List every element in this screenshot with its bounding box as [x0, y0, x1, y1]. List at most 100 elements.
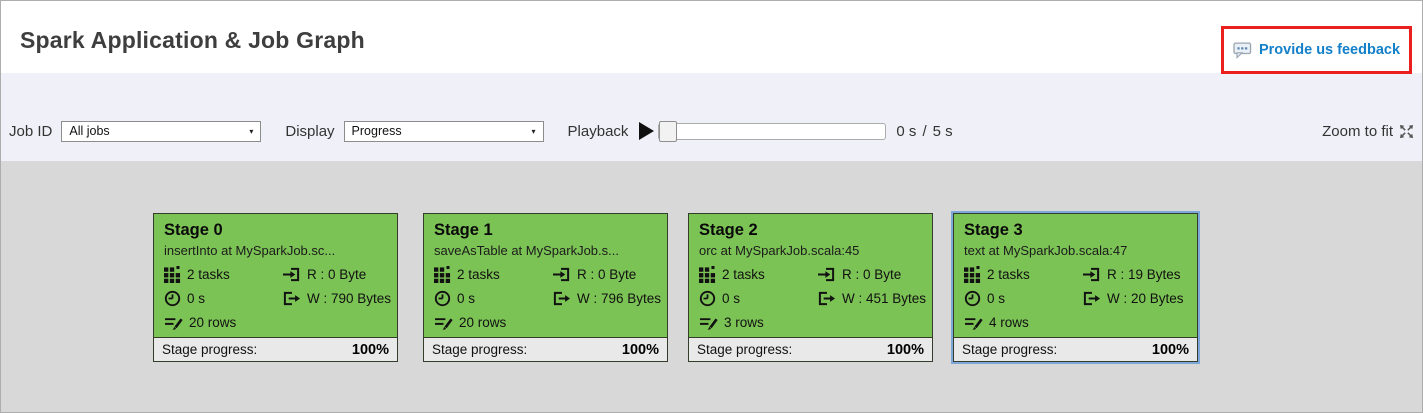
stage-read-value: R : 0 Byte	[307, 267, 367, 282]
job-id-select[interactable]: All jobs ▾	[61, 120, 262, 142]
stage-tasks: 2 tasks	[699, 266, 817, 283]
stage-time: 0 s	[164, 290, 282, 307]
stage-subtitle: orc at MySparkJob.scala:45	[699, 243, 860, 258]
zoom-to-fit-button[interactable]: Zoom to fit	[1322, 123, 1416, 140]
read-input-icon	[282, 266, 301, 283]
stage-write-value: W : 451 Bytes	[842, 291, 927, 306]
read-input-icon	[1082, 266, 1101, 283]
playback-time: 0 s / 5 s	[896, 123, 952, 140]
stage-time-value: 0 s	[987, 291, 1006, 306]
tasks-grid-icon	[434, 266, 451, 283]
stage-rows: 3 rows	[699, 314, 817, 330]
toolbar: Job ID All jobs ▾ Display Progress ▾ Pla…	[1, 73, 1422, 161]
stage-progress-label: Stage progress:	[432, 342, 528, 357]
display-label: Display	[285, 122, 335, 140]
stage-progress-label: Stage progress:	[962, 342, 1058, 357]
stage-progress-strip: Stage progress: 100%	[689, 337, 932, 361]
stage-progress-strip: Stage progress: 100%	[154, 337, 397, 361]
stage-progress-label: Stage progress:	[697, 342, 793, 357]
stage-tasks: 2 tasks	[434, 266, 552, 283]
stage-rows-value: 4 rows	[989, 314, 1029, 330]
stage-tasks-value: 2 tasks	[987, 267, 1030, 282]
stage-write: W : 20 Bytes	[1082, 290, 1187, 307]
clock-icon	[699, 290, 716, 307]
feedback-link[interactable]: Provide us feedback	[1258, 42, 1401, 58]
stage-rows: 20 rows	[164, 314, 282, 330]
stage-details: 2 tasks R : 0 Byte 0 s W : 796 Bytes 20 …	[434, 266, 661, 330]
tasks-grid-icon	[699, 266, 716, 283]
stage-card[interactable]: Stage 2 orc at MySparkJob.scala:45 2 tas…	[688, 213, 933, 362]
stage-card[interactable]: Stage 1 saveAsTable at MySparkJob.s... 2…	[423, 213, 668, 362]
expand-icon	[1399, 124, 1414, 139]
stage-details: 2 tasks R : 19 Bytes 0 s W : 20 Bytes 4 …	[964, 266, 1187, 330]
clock-icon	[164, 290, 181, 307]
stage-tasks-value: 2 tasks	[457, 267, 500, 282]
playback-time-total: 5 s	[932, 122, 953, 140]
stage-rows-value: 20 rows	[189, 314, 237, 330]
clock-icon	[434, 290, 451, 307]
read-input-icon	[552, 266, 571, 283]
stage-subtitle: saveAsTable at MySparkJob.s...	[434, 243, 619, 258]
job-id-label: Job ID	[9, 122, 53, 140]
stage-write: W : 796 Bytes	[552, 290, 661, 307]
stage-write: W : 790 Bytes	[282, 290, 391, 307]
write-output-icon	[817, 290, 836, 307]
stage-read-value: R : 19 Bytes	[1107, 267, 1181, 282]
playback-slider-thumb[interactable]	[659, 120, 678, 142]
chevron-down-icon: ▾	[249, 126, 254, 136]
stage-time: 0 s	[434, 290, 552, 307]
stage-details: 2 tasks R : 0 Byte 0 s W : 451 Bytes 3 r…	[699, 266, 926, 330]
write-output-icon	[1082, 290, 1101, 307]
stage-write-value: W : 790 Bytes	[307, 291, 392, 306]
play-button[interactable]	[639, 122, 655, 140]
stage-progress-strip: Stage progress: 100%	[954, 337, 1197, 361]
rows-pencil-icon	[434, 314, 453, 330]
stage-rows: 20 rows	[434, 314, 552, 330]
tasks-grid-icon	[164, 266, 181, 283]
title-bar: Spark Application & Job Graph Provide us…	[1, 1, 1422, 74]
zoom-to-fit-label: Zoom to fit	[1322, 122, 1393, 140]
stage-write: W : 451 Bytes	[817, 290, 926, 307]
stage-tasks: 2 tasks	[964, 266, 1082, 283]
stage-progress-strip: Stage progress: 100%	[424, 337, 667, 361]
stage-title: Stage 2	[699, 221, 758, 239]
job-id-selected-value: All jobs	[69, 124, 110, 138]
stage-body: Stage 1 saveAsTable at MySparkJob.s... 2…	[424, 214, 667, 337]
stage-progress-value: 100%	[1151, 341, 1189, 358]
playback-time-current: 0 s	[896, 122, 917, 140]
read-input-icon	[817, 266, 836, 283]
stage-read: R : 19 Bytes	[1082, 266, 1187, 283]
stage-progress-label: Stage progress:	[162, 342, 258, 357]
stage-rows-value: 20 rows	[459, 314, 507, 330]
stage-time-value: 0 s	[457, 291, 476, 306]
display-select[interactable]: Progress ▾	[343, 120, 544, 142]
comment-icon	[1233, 42, 1252, 59]
job-graph-canvas[interactable]: Stage 0 insertInto at MySparkJob.sc... 2…	[1, 161, 1422, 412]
stage-read-value: R : 0 Byte	[577, 267, 637, 282]
playback-time-separator: /	[922, 122, 927, 140]
stage-body: Stage 3 text at MySparkJob.scala:47 2 ta…	[954, 214, 1197, 337]
stage-write-value: W : 20 Bytes	[1107, 291, 1184, 306]
stage-tasks: 2 tasks	[164, 266, 282, 283]
stage-tasks-value: 2 tasks	[187, 267, 230, 282]
stage-time-value: 0 s	[187, 291, 206, 306]
stage-body: Stage 2 orc at MySparkJob.scala:45 2 tas…	[689, 214, 932, 337]
rows-pencil-icon	[699, 314, 718, 330]
stage-progress-value: 100%	[886, 341, 924, 358]
stage-card[interactable]: Stage 0 insertInto at MySparkJob.sc... 2…	[153, 213, 398, 362]
playback-label: Playback	[567, 122, 629, 140]
stage-time: 0 s	[964, 290, 1082, 307]
display-selected-value: Progress	[351, 124, 402, 138]
stage-card[interactable]: Stage 3 text at MySparkJob.scala:47 2 ta…	[953, 213, 1198, 362]
stage-details: 2 tasks R : 0 Byte 0 s W : 790 Bytes 20 …	[164, 266, 391, 330]
tasks-grid-icon	[964, 266, 981, 283]
stage-body: Stage 0 insertInto at MySparkJob.sc... 2…	[154, 214, 397, 337]
stage-title: Stage 3	[964, 221, 1023, 239]
stage-title: Stage 1	[434, 221, 493, 239]
stage-title: Stage 0	[164, 221, 223, 239]
feedback-highlight-box: Provide us feedback	[1221, 26, 1412, 74]
stage-subtitle: text at MySparkJob.scala:47	[964, 243, 1128, 258]
stage-time: 0 s	[699, 290, 817, 307]
playback-slider[interactable]	[658, 120, 887, 142]
chevron-down-icon: ▾	[531, 126, 536, 136]
